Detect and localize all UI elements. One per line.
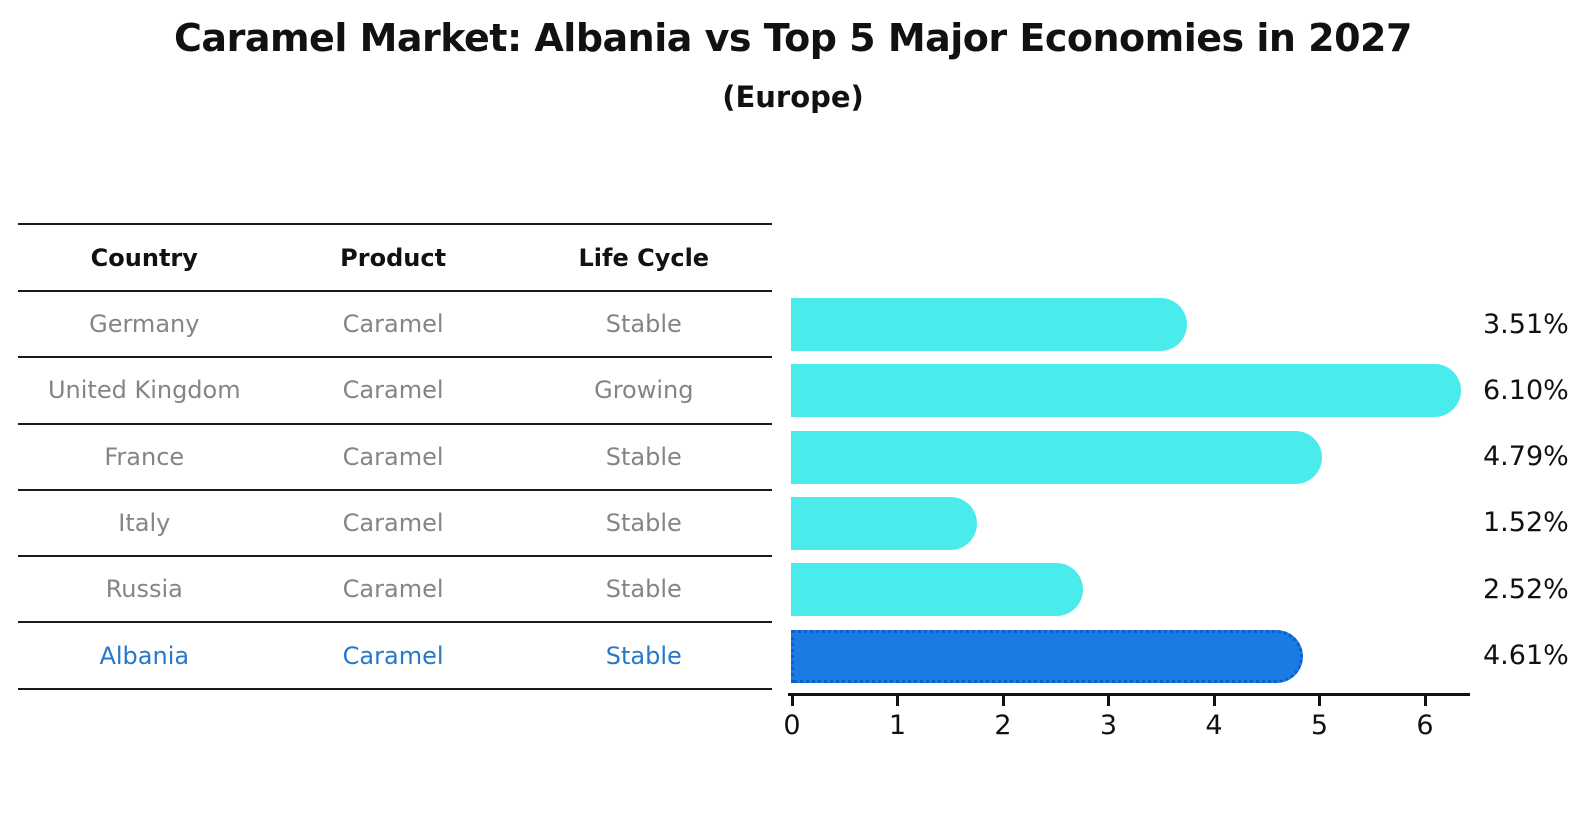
cell-country: Italy (118, 509, 171, 538)
x-axis-tick (1318, 695, 1321, 706)
chart-title: Caramel Market: Albania vs Top 5 Major E… (174, 16, 1412, 60)
value-label: 6.10% (1483, 374, 1569, 406)
x-axis-tick (896, 695, 899, 706)
table-row: Italy Caramel Stable (18, 488, 772, 555)
cell-life-cycle: Stable (605, 310, 682, 339)
value-label: 4.79% (1483, 441, 1569, 473)
value-label: 3.51% (1483, 308, 1569, 340)
bar-germany (791, 298, 1188, 351)
value-label: 1.52% (1483, 507, 1569, 539)
comparison-table: Country Product Life Cycle Germany Caram… (18, 223, 772, 690)
cell-product: Caramel (342, 509, 444, 538)
bar-france (791, 430, 1323, 484)
x-axis-tick-label: 4 (1205, 710, 1223, 741)
cell-product: Caramel (342, 376, 444, 405)
x-axis-tick (1212, 695, 1216, 706)
cell-country: Russia (105, 575, 183, 604)
x-axis-tick (790, 695, 794, 706)
x-axis-tick (1001, 695, 1005, 706)
table-header-row: Country Product Life Cycle (18, 223, 772, 290)
cell-country: Albania (99, 641, 190, 670)
bar-albania-highlighted (791, 629, 1304, 683)
cell-country: France (104, 442, 185, 471)
x-axis-line (788, 693, 1470, 696)
chart-subtitle: (Europe) (722, 80, 864, 114)
bar-italy (791, 496, 978, 550)
cell-product: Caramel (342, 310, 444, 339)
cell-life-cycle: Growing (594, 376, 694, 405)
cell-life-cycle: Stable (605, 641, 682, 670)
x-axis-tick (1107, 695, 1110, 706)
bar-russia (791, 563, 1083, 617)
cell-life-cycle: Stable (605, 575, 682, 604)
cell-product: Caramel (342, 641, 444, 670)
column-header-country: Country (90, 243, 198, 272)
cell-product: Caramel (342, 575, 444, 604)
cell-country: United Kingdom (47, 376, 241, 405)
cell-product: Caramel (342, 442, 444, 471)
column-header-life-cycle: Life Cycle (578, 243, 710, 272)
x-axis-tick-label: 1 (888, 710, 907, 741)
table-row-albania-highlighted: Albania Caramel Stable (18, 621, 772, 687)
cell-life-cycle: Stable (605, 509, 682, 538)
x-axis-tick-label: 3 (1099, 710, 1118, 741)
x-axis-tick-label: 0 (783, 710, 801, 741)
bar-united-kingdom (791, 364, 1461, 418)
cell-life-cycle: Stable (605, 442, 682, 471)
value-label: 2.52% (1483, 573, 1569, 605)
column-header-product: Product (340, 243, 447, 272)
x-axis-tick-label: 6 (1416, 710, 1434, 741)
table-row: United Kingdom Caramel Growing (18, 356, 772, 422)
table-row: France Caramel Stable (18, 422, 772, 489)
x-axis-tick-label: 5 (1310, 710, 1329, 741)
x-axis-tick (1423, 695, 1427, 706)
x-axis-tick-label: 2 (994, 710, 1012, 741)
value-label: 4.61% (1483, 640, 1569, 671)
table-row: Russia Caramel Stable (18, 555, 772, 621)
cell-country: Germany (89, 310, 200, 339)
table-row: Germany Caramel Stable (18, 290, 772, 356)
